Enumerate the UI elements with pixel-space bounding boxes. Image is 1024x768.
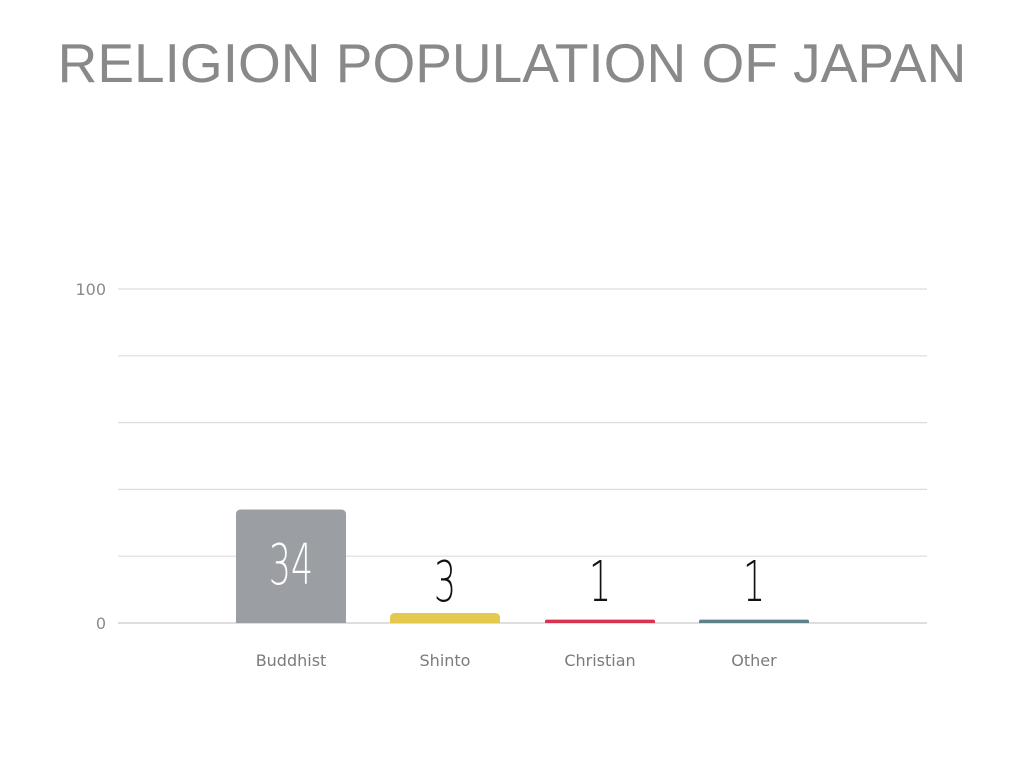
bar-buddhist [236, 509, 346, 623]
value-label: 1 [589, 549, 611, 614]
value-label: 3 [434, 549, 456, 614]
category-label: Shinto [420, 651, 471, 670]
value-labels: 34 3 1 1 [269, 533, 765, 615]
y-tick-label: 0 [96, 614, 106, 633]
category-label: Christian [564, 651, 635, 670]
value-label: 1 [743, 549, 765, 614]
bar-shinto [390, 612, 500, 623]
value-label: 34 [269, 533, 313, 598]
bars [236, 509, 809, 623]
category-label: Other [731, 651, 777, 670]
chart-title: RELIGION POPULATION OF JAPAN [57, 32, 967, 94]
category-labels: Buddhist Shinto Christian Other [256, 651, 777, 670]
bar-other [699, 619, 809, 623]
bar-christian [545, 619, 655, 623]
category-label: Buddhist [256, 651, 327, 670]
y-axis-ticks: 0 100 [75, 280, 106, 633]
y-tick-label: 100 [75, 280, 106, 299]
